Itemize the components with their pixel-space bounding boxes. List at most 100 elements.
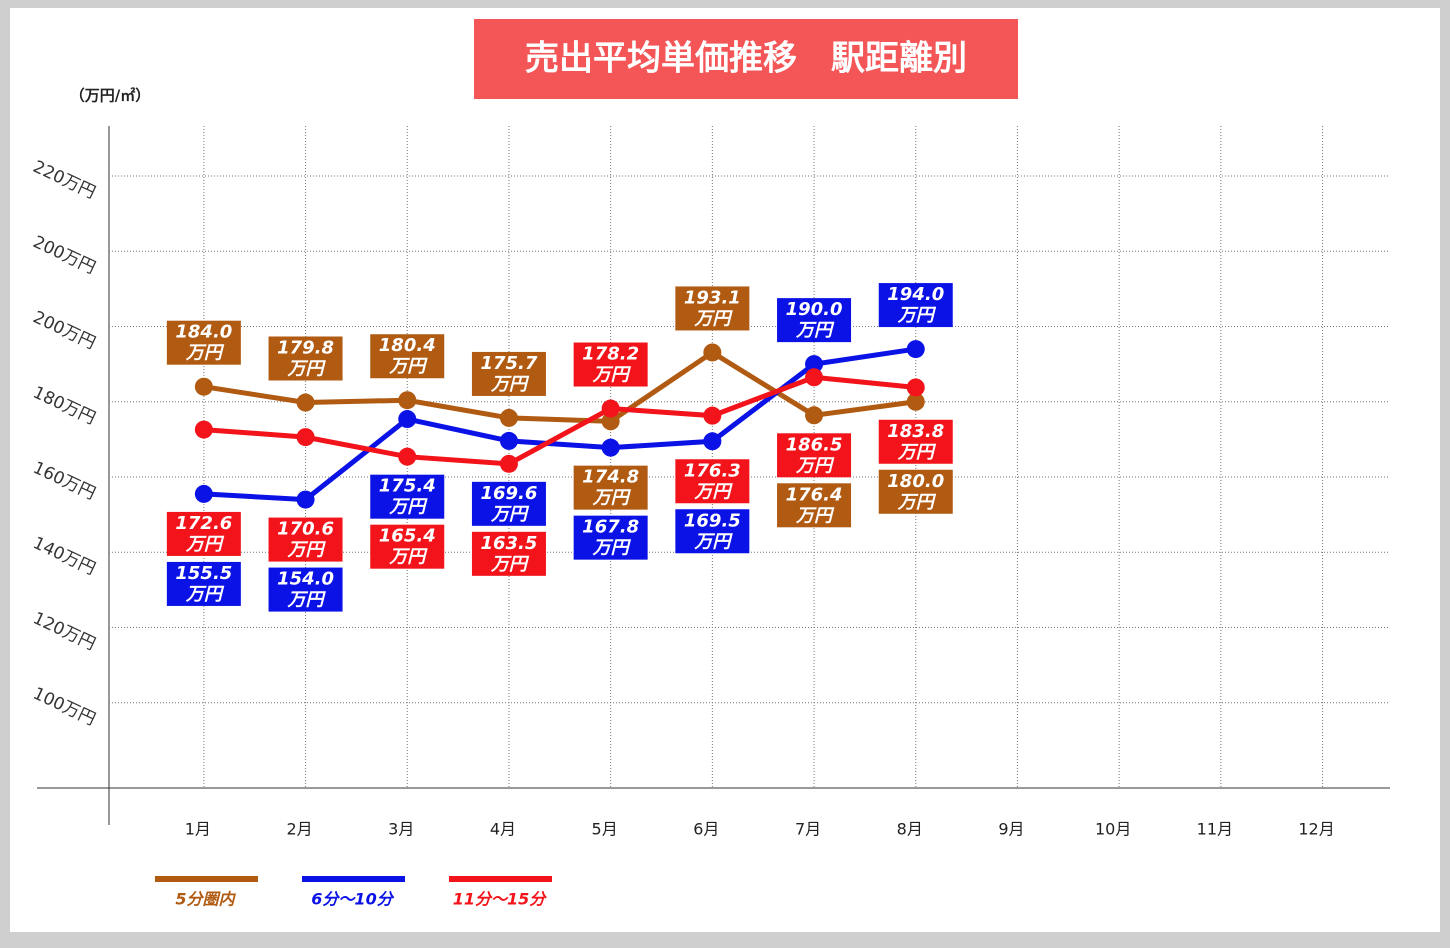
data-label-value: 170.6 [277,519,334,540]
x-tick-label: 10月 [1095,820,1131,839]
data-label: 163.5万円 [471,531,546,576]
point [805,368,824,387]
data-label: 180.4万円 [370,334,445,379]
data-label: 155.5万円 [166,561,241,606]
data-label-value: 180.0 [887,471,944,492]
data-label-value: 184.0 [175,322,232,343]
data-label-value: 169.6 [480,483,537,504]
data-label-box [471,351,546,396]
data-label-value: 169.5 [684,510,741,531]
chart-title: 売出平均単価推移 駅距離別 [525,39,967,79]
x-tick-label: 3月 [388,820,414,839]
x-tick-label: 2月 [286,820,312,839]
point [703,432,722,451]
data-label-box [573,342,648,387]
x-tick-label: 11月 [1197,820,1233,839]
data-label-value: 193.1 [684,287,741,308]
data-label: 154.0万円 [268,567,343,612]
data-label: 184.0万円 [166,320,241,365]
data-label-value: 178.2 [582,344,639,365]
point [398,410,417,429]
data-label: 169.6万円 [471,481,546,526]
point [296,393,315,412]
data-label: 178.2万円 [573,342,648,387]
data-label: 174.8万円 [573,465,648,510]
point [398,391,417,410]
data-label-value: 172.6 [175,513,232,534]
data-label-value: 194.0 [887,284,944,305]
data-label-box [370,524,445,569]
data-label-unit: 万円 [693,531,733,552]
series-line [203,374,916,467]
data-label-unit: 万円 [795,455,835,476]
data-label-unit: 万円 [490,504,530,525]
data-label-value: 176.4 [786,484,843,505]
data-label-box [166,320,241,365]
point [805,355,824,374]
data-label-box [777,483,852,528]
data-label-value: 186.5 [786,434,843,455]
data-label: 165.4万円 [370,524,445,569]
point [296,490,315,509]
series-line [203,349,917,424]
data-label: 179.8万円 [268,336,343,381]
data-label-unit: 万円 [897,492,937,513]
title-box [474,19,1018,99]
data-label-unit: 万円 [592,538,632,559]
data-label-box [878,469,953,514]
data-label-box [268,336,343,381]
data-label-value: 174.8 [582,467,639,488]
data-label-value: 154.0 [277,569,334,590]
data-label-unit: 万円 [897,305,937,326]
data-label-unit: 万円 [185,343,225,364]
data-label: 167.8万円 [573,515,648,560]
data-label-box [675,509,750,554]
point [601,399,620,418]
data-label: 193.1万円 [675,286,750,331]
legend-label: 5分圏内 [175,890,236,909]
data-label-box [268,567,343,612]
point [703,343,722,362]
data-label-box [166,511,241,556]
data-label: 180.0万円 [878,469,953,514]
x-tick-label: 4月 [490,820,516,839]
data-label: 172.6万円 [166,511,241,556]
data-label-value: 155.5 [175,563,232,584]
data-label-box [878,283,953,328]
data-label-box [370,474,445,519]
data-label: 175.7万円 [471,351,546,396]
data-label-value: 180.4 [379,335,436,356]
data-label-box [675,459,750,504]
x-tick-label: 12月 [1298,820,1334,839]
data-label: 175.4万円 [370,474,445,519]
point [398,447,417,466]
point [805,406,824,425]
point [601,412,620,431]
point [194,377,213,396]
point [499,408,518,427]
point [906,378,925,397]
data-label-unit: 万円 [693,308,733,329]
data-label-value: 183.8 [887,421,944,442]
data-label-unit: 万円 [287,359,327,380]
data-label: 176.4万円 [777,483,852,528]
data-label-value: 190.0 [786,299,843,320]
data-label-unit: 万円 [795,320,835,341]
data-label-box [777,433,852,478]
x-tick-label: 5月 [592,820,618,839]
data-label-box [268,517,343,562]
data-label-value: 176.3 [684,460,741,481]
legend-label: 6分～10分 [311,890,394,909]
x-tick-label: 1月 [185,820,211,839]
x-tick-label: 7月 [795,820,821,839]
data-label-box [471,531,546,576]
point [194,484,213,503]
point [906,392,925,411]
data-label-unit: 万円 [185,534,225,555]
data-label: 170.6万円 [268,517,343,562]
point [296,428,315,447]
data-label: 169.5万円 [675,509,750,554]
data-label-unit: 万円 [388,497,428,518]
point [703,406,722,425]
